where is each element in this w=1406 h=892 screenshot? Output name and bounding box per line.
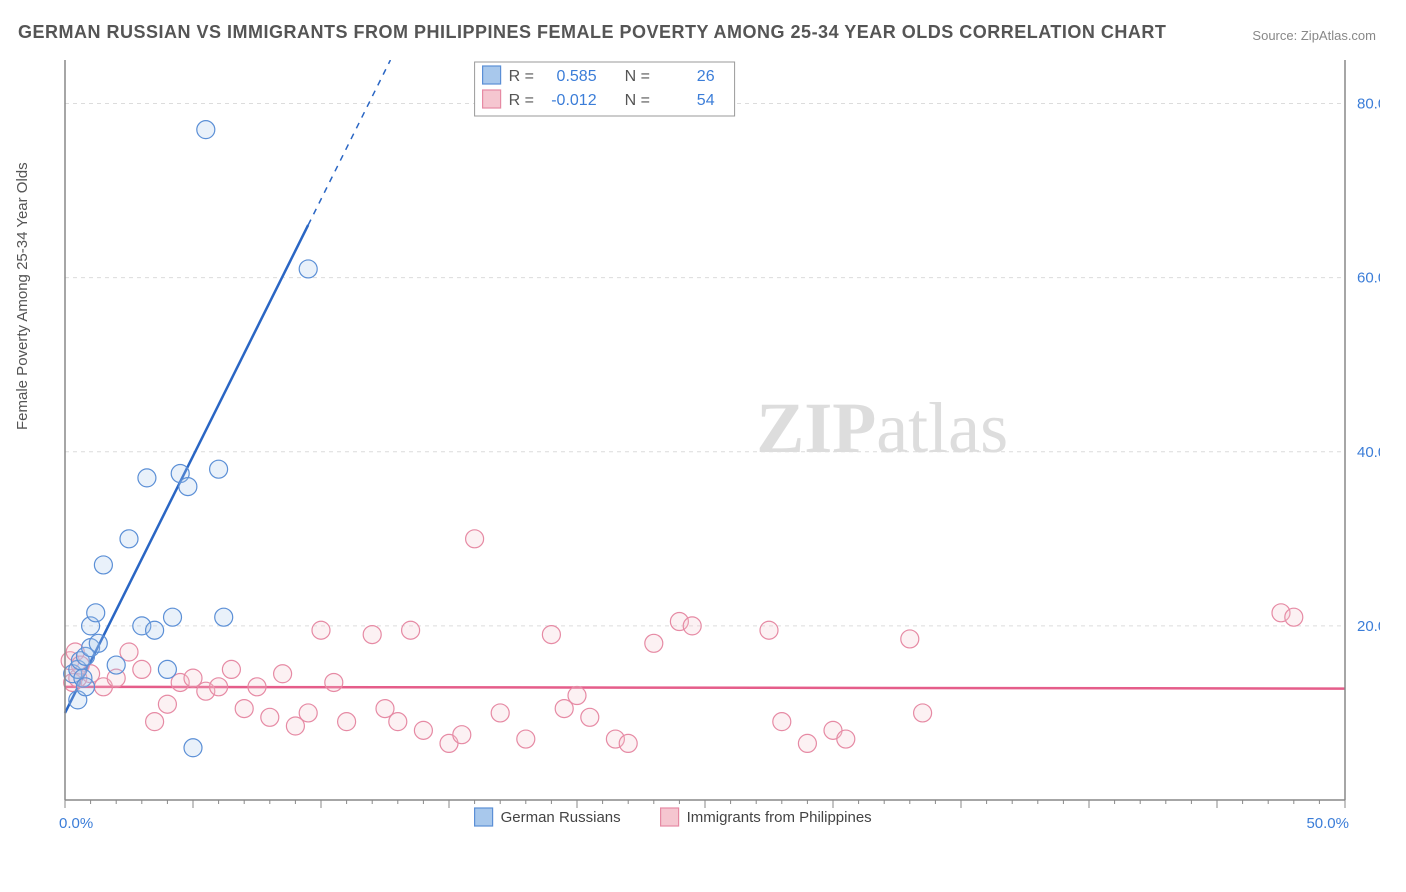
data-point xyxy=(619,734,637,752)
data-point xyxy=(120,530,138,548)
data-point xyxy=(645,634,663,652)
data-point xyxy=(581,708,599,726)
data-point xyxy=(453,726,471,744)
data-point xyxy=(179,478,197,496)
data-point xyxy=(837,730,855,748)
stats-box: R = 0.585 N = 26 R = -0.012 N = 54 xyxy=(475,62,735,116)
data-point xyxy=(299,704,317,722)
data-point xyxy=(89,634,107,652)
data-point xyxy=(87,604,105,622)
data-point xyxy=(568,687,586,705)
data-point xyxy=(146,621,164,639)
watermark: ZIPatlas xyxy=(756,388,1008,468)
data-point xyxy=(914,704,932,722)
svg-text:R =: R = xyxy=(509,92,534,109)
data-point xyxy=(158,660,176,678)
data-point xyxy=(299,260,317,278)
data-point xyxy=(210,460,228,478)
data-point xyxy=(184,739,202,757)
data-point xyxy=(338,713,356,731)
chart-title: GERMAN RUSSIAN VS IMMIGRANTS FROM PHILIP… xyxy=(18,22,1166,43)
data-point xyxy=(760,621,778,639)
data-point xyxy=(798,734,816,752)
data-point xyxy=(215,608,233,626)
legend-swatch xyxy=(483,90,501,108)
data-point xyxy=(491,704,509,722)
data-point xyxy=(312,621,330,639)
y-tick-label: 20.0% xyxy=(1357,618,1380,635)
data-point xyxy=(363,626,381,644)
legend-swatch xyxy=(483,66,501,84)
data-point xyxy=(138,469,156,487)
data-point xyxy=(164,608,182,626)
data-point xyxy=(542,626,560,644)
data-point xyxy=(133,660,151,678)
data-point xyxy=(274,665,292,683)
data-point xyxy=(107,656,125,674)
svg-text:R =: R = xyxy=(509,68,534,85)
svg-text:N =: N = xyxy=(625,68,650,85)
svg-text:0.585: 0.585 xyxy=(557,68,597,85)
data-point xyxy=(517,730,535,748)
source-link[interactable]: ZipAtlas.com xyxy=(1301,28,1376,43)
legend-swatch xyxy=(661,808,679,826)
data-point xyxy=(146,713,164,731)
y-axis-label: Female Poverty Among 25-34 Year Olds xyxy=(14,162,31,430)
legend-bottom: German Russians Immigrants from Philippin… xyxy=(475,808,872,826)
svg-text:N =: N = xyxy=(625,92,650,109)
y-tick-label: 40.0% xyxy=(1357,444,1380,461)
x-tick-label: 0.0% xyxy=(59,815,93,832)
data-point xyxy=(158,695,176,713)
svg-text:-0.012: -0.012 xyxy=(551,92,596,109)
data-point xyxy=(683,617,701,635)
scatter-plot: ZIPatlas 20.0% 40.0% 60.0% 80.0% 0.0% 50.0% R =… xyxy=(50,60,1380,830)
data-point xyxy=(773,713,791,731)
data-point xyxy=(901,630,919,648)
data-point xyxy=(1285,608,1303,626)
data-point xyxy=(261,708,279,726)
source-label: Source: xyxy=(1252,28,1297,43)
data-point xyxy=(402,621,420,639)
data-point xyxy=(210,678,228,696)
data-point xyxy=(197,121,215,139)
chart-svg: ZIPatlas 20.0% 40.0% 60.0% 80.0% 0.0% 50.0% R =… xyxy=(50,60,1380,870)
data-point xyxy=(414,721,432,739)
data-point xyxy=(389,713,407,731)
svg-text:26: 26 xyxy=(697,68,715,85)
svg-text:54: 54 xyxy=(697,92,715,109)
x-tick-label: 50.0% xyxy=(1306,815,1349,832)
y-tick-label: 60.0% xyxy=(1357,270,1380,287)
y-tick-label: 80.0% xyxy=(1357,96,1380,113)
source-attribution: Source: ZipAtlas.com xyxy=(1252,28,1376,43)
data-point xyxy=(466,530,484,548)
legend-label: German Russians xyxy=(501,809,621,826)
data-point xyxy=(248,678,266,696)
legend-swatch xyxy=(475,808,493,826)
data-point xyxy=(235,700,253,718)
data-point xyxy=(76,678,94,696)
data-point xyxy=(222,660,240,678)
legend-label: Immigrants from Philippines xyxy=(687,809,872,826)
data-point xyxy=(325,673,343,691)
trend-line-dashed xyxy=(308,60,390,225)
data-point xyxy=(94,556,112,574)
